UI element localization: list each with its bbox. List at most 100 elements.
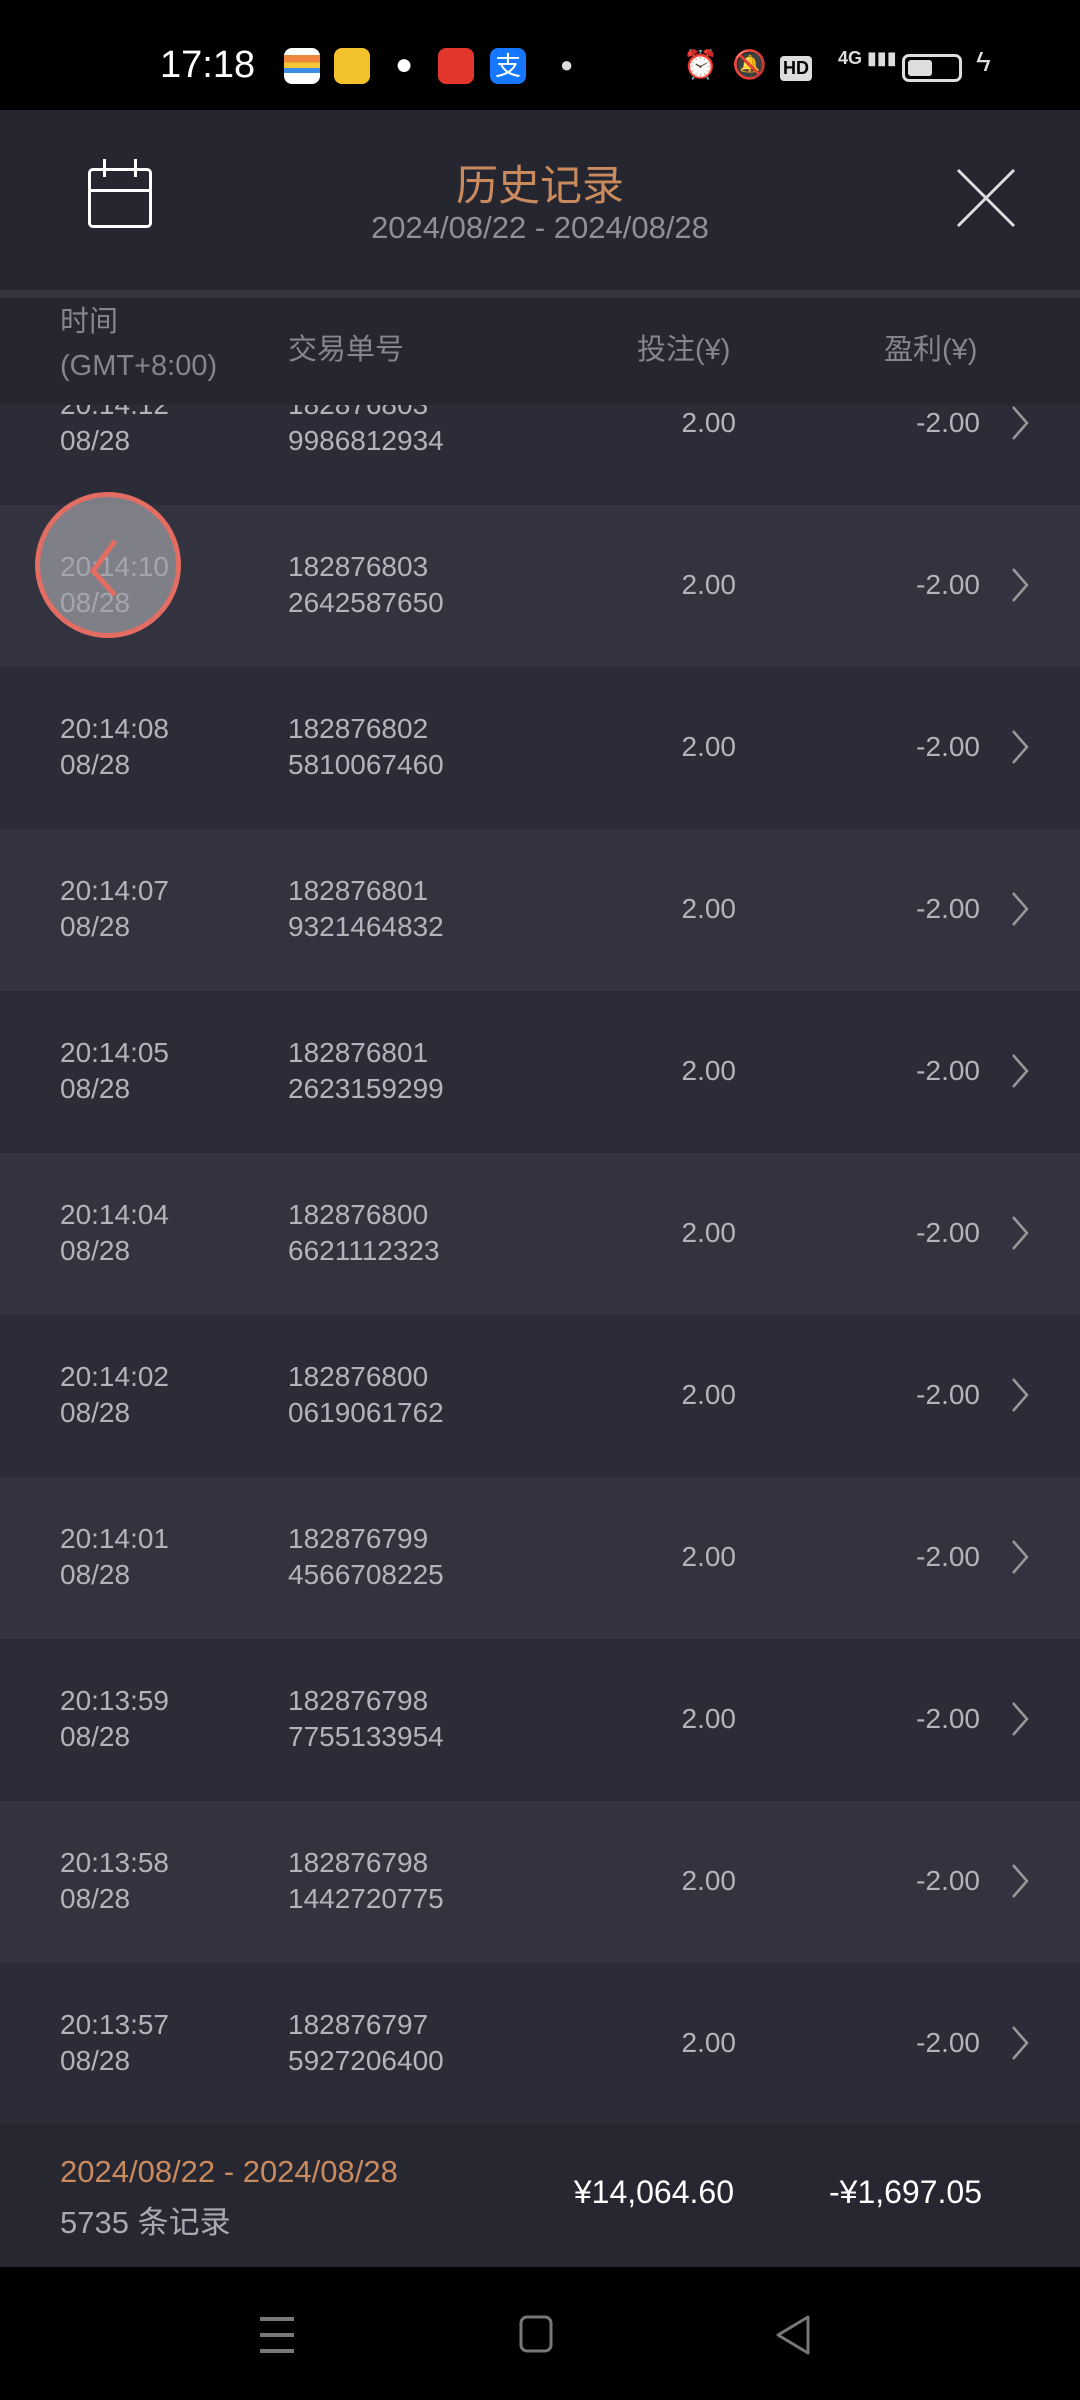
row-profit: -2.00 xyxy=(916,1541,980,1572)
total-bet: ¥14,064.60 xyxy=(573,2174,734,2210)
row-order-line2: 5927206400 xyxy=(288,2045,444,2076)
row-date: 08/28 xyxy=(60,1721,131,1752)
row-date: 08/28 xyxy=(60,2045,131,2076)
chevron-right-icon[interactable] xyxy=(1010,1539,1030,1575)
row-bet: 2.00 xyxy=(681,1703,737,1734)
chevron-right-icon[interactable] xyxy=(1010,1863,1030,1899)
row-order-line2: 9986812934 xyxy=(288,425,444,456)
calendar-icon[interactable] xyxy=(88,159,152,228)
table-row[interactable]: 20:13:59 08/28 182876798 7755133954 2.00 -2.0… xyxy=(0,1639,1080,1801)
row-order-line2: 6621112323 xyxy=(288,1235,440,1266)
chevron-right-icon[interactable] xyxy=(1010,1377,1030,1413)
menu-icon[interactable] xyxy=(258,2315,298,2355)
chevron-right-icon[interactable] xyxy=(1010,2025,1030,2061)
battery-icon xyxy=(902,54,962,82)
row-profit: -2.00 xyxy=(916,1703,980,1734)
row-order-line1: 182876798 xyxy=(288,1685,429,1716)
home-icon[interactable] xyxy=(518,2315,558,2355)
row-bet: 2.00 xyxy=(681,893,737,924)
chevron-right-icon[interactable] xyxy=(1010,1215,1030,1251)
row-bet: 2.00 xyxy=(681,2027,737,2058)
alipay-icon: 支 xyxy=(490,48,526,84)
row-bet: 2.00 xyxy=(681,1865,737,1896)
hd-icon: HD xyxy=(780,56,812,81)
row-order-line2: 2642587650 xyxy=(288,587,444,618)
table-row[interactable]: 20:14:08 08/28 182876802 5810067460 2.00 -2.0… xyxy=(0,667,1080,829)
table-row[interactable]: 20:14:07 08/28 182876801 9321464832 2.00 -2.0… xyxy=(0,829,1080,991)
row-bet: 2.00 xyxy=(681,731,737,762)
row-order-line2: 7755133954 xyxy=(288,1721,444,1752)
col-order: 交易单号 xyxy=(288,334,405,366)
row-order-line2: 1442720775 xyxy=(288,1883,444,1914)
table-row[interactable]: 20:14:1008/2818287680326425876502.00-2.0… xyxy=(0,505,1080,667)
row-profit: -2.00 xyxy=(916,1217,980,1248)
row-order-line1: 182876803 xyxy=(288,551,429,582)
chevron-right-icon[interactable] xyxy=(1010,1053,1030,1089)
row-bet: 2.00 xyxy=(681,569,737,600)
4g-signal-icon: 4G ▮▮▮ xyxy=(838,48,897,68)
row-time: 20:14:04 xyxy=(60,1199,169,1230)
back-gesture-icon xyxy=(89,539,118,597)
header: 历史记录 2024/08/22 - 2024/08/28 xyxy=(0,110,1080,290)
history-list[interactable]: 时间 (GMT+8:00) 交易单号 投注(¥) 盈利(¥) 20:14:120… xyxy=(0,298,1080,2124)
footer-date-range: 2024/08/22 - 2024/08/28 xyxy=(60,2154,398,2189)
summary-footer: 2024/08/22 - 2024/08/28 5735 条记录 ¥14,064… xyxy=(0,2124,1080,2267)
chevron-right-icon[interactable] xyxy=(1010,729,1030,765)
charging-icon: ϟ xyxy=(976,46,991,77)
table-row[interactable]: 20:14:04 08/28 182876800 6621112323 2.00 -2.0… xyxy=(0,1153,1080,1315)
row-profit: -2.00 xyxy=(916,407,980,438)
status-bar: 17:18 ● 支 ● ⏰ 🔕 HD 4G ▮▮▮ ϟ xyxy=(0,0,1080,110)
row-order-line1: 182876797 xyxy=(288,2009,429,2040)
back-icon[interactable] xyxy=(774,2315,814,2355)
row-bet: 2.00 xyxy=(681,1379,737,1410)
row-profit: -2.00 xyxy=(916,1865,980,1896)
row-time: 20:14:02 xyxy=(60,1361,169,1392)
row-profit: -2.00 xyxy=(916,1055,980,1086)
row-time: 20:13:57 xyxy=(60,2009,169,2040)
row-time: 20:14:08 xyxy=(60,713,169,744)
seven-cat-app-icon xyxy=(334,48,370,84)
row-order-line2: 9321464832 xyxy=(288,911,444,942)
row-order-line1: 182876799 xyxy=(288,1523,429,1554)
dot-icon: ● xyxy=(560,52,574,77)
total-profit: -¥1,697.05 xyxy=(828,2174,982,2210)
col-timezone: (GMT+8:00) xyxy=(60,350,218,382)
chevron-right-icon[interactable] xyxy=(1010,891,1030,927)
row-date: 08/28 xyxy=(60,749,131,780)
row-bet: 2.00 xyxy=(681,1541,737,1572)
page-title: 历史记录 xyxy=(455,162,624,209)
alarm-icon: ⏰ xyxy=(683,49,718,80)
row-order-line1: 182876800 xyxy=(288,1361,429,1392)
chevron-right-icon[interactable] xyxy=(1010,567,1030,603)
row-profit: -2.00 xyxy=(916,1379,980,1410)
table-row[interactable]: 20:14:02 08/28 182876800 0619061762 2.00 -2.0… xyxy=(0,1315,1080,1477)
row-time: 20:14:05 xyxy=(60,1037,169,1068)
row-order-line1: 182876798 xyxy=(288,1847,429,1878)
row-date: 08/28 xyxy=(60,1397,131,1428)
clock: 17:18 xyxy=(160,44,256,86)
row-time: 20:14:07 xyxy=(60,875,169,906)
row-order-line1: 182876800 xyxy=(288,1199,429,1230)
chevron-right-icon[interactable] xyxy=(1010,405,1030,441)
row-bet: 2.00 xyxy=(681,407,737,438)
row-order-line1: 182876801 xyxy=(288,875,429,906)
col-time: 时间 xyxy=(60,306,119,338)
chevron-right-icon[interactable] xyxy=(1010,1701,1030,1737)
table-row[interactable]: 20:13:58 08/28 182876798 1442720775 2.00 -2.0… xyxy=(0,1801,1080,1963)
touch-indicator xyxy=(35,492,181,638)
nav-bar xyxy=(0,2267,1080,2400)
red-mascot-app-icon xyxy=(438,48,474,84)
row-order-line1: 182876801 xyxy=(288,1037,429,1068)
close-icon[interactable] xyxy=(956,168,1016,228)
row-date: 08/28 xyxy=(60,911,131,942)
row-profit: -2.00 xyxy=(916,893,980,924)
row-date: 08/28 xyxy=(60,1559,131,1590)
row-order-line2: 0619061762 xyxy=(288,1397,444,1428)
row-date: 08/28 xyxy=(60,425,131,456)
row-bet: 2.00 xyxy=(681,1217,737,1248)
row-profit: -2.00 xyxy=(916,569,980,600)
table-row[interactable]: 20:14:01 08/28 182876799 4566708225 2.00 -2.0… xyxy=(0,1477,1080,1639)
date-range: 2024/08/22 - 2024/08/28 xyxy=(371,210,709,245)
table-row[interactable]: 20:14:05 08/28 182876801 2623159299 2.00 -2.0… xyxy=(0,991,1080,1153)
table-row[interactable]: 20:13:57 08/28 182876797 5927206400 2.00 -2.0… xyxy=(0,1963,1080,2124)
